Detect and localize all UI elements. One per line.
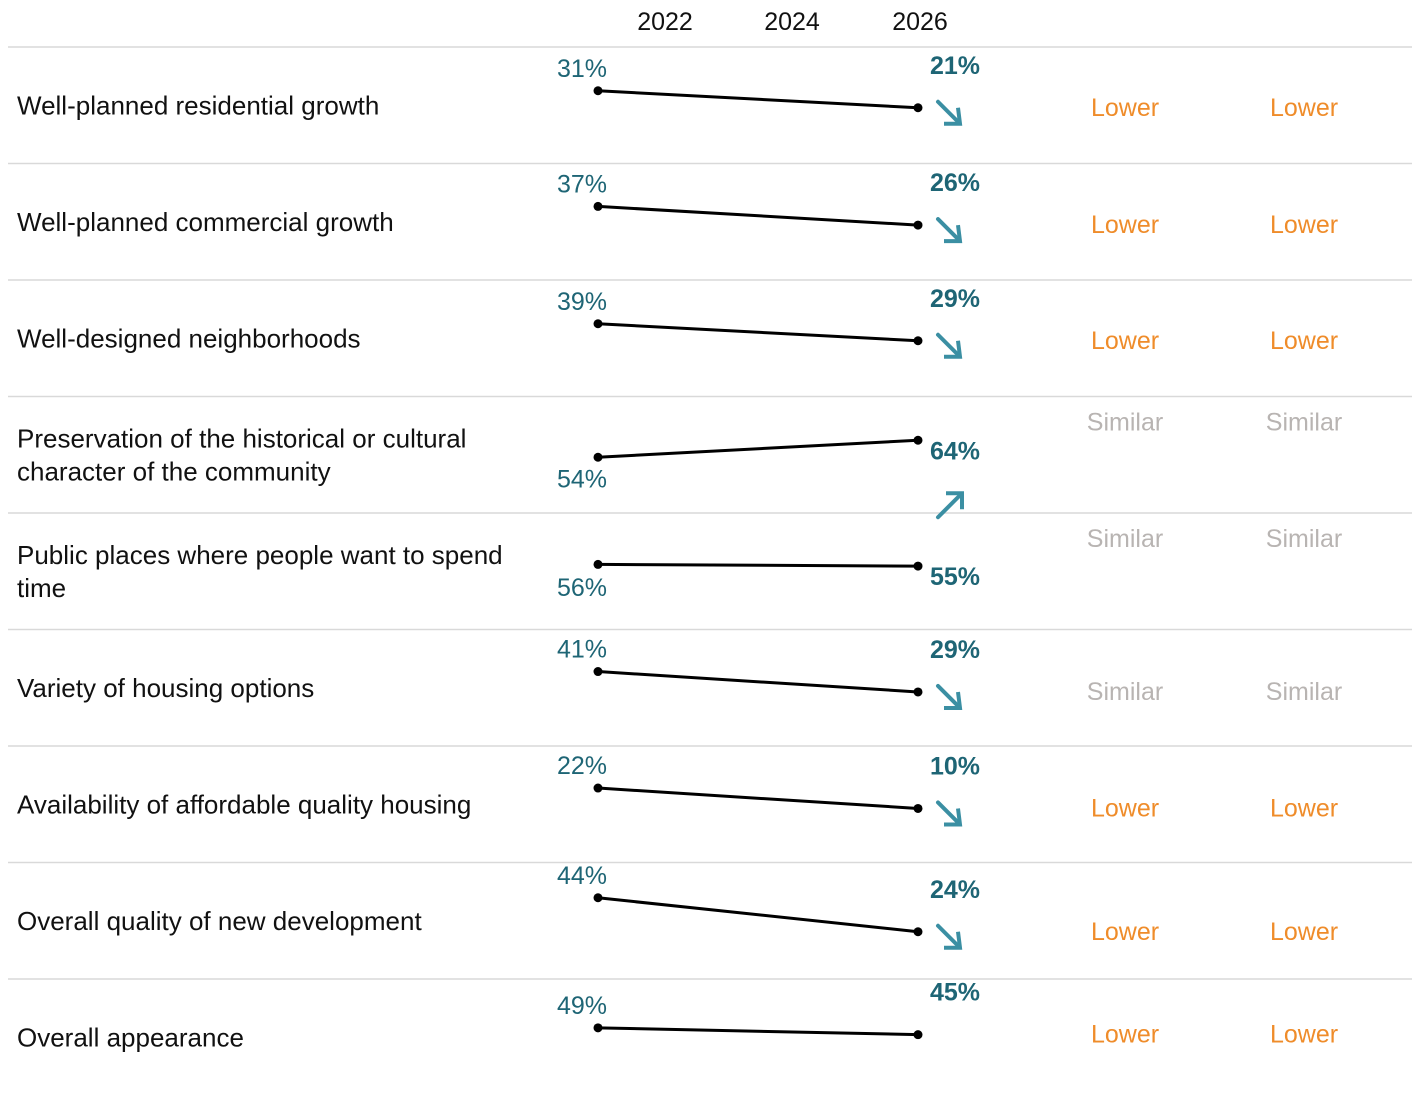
value-label-2022: 37%	[557, 170, 607, 198]
comparison-label-2: Similar	[1266, 678, 1342, 706]
point-2026	[913, 336, 923, 346]
point-2022	[593, 559, 603, 569]
point-2022	[593, 893, 603, 903]
row-label: Availability of affordable quality housi…	[17, 789, 471, 819]
comparison-label-1: Lower	[1091, 327, 1159, 355]
trend-down-arrow-icon	[936, 332, 960, 357]
point-2026	[913, 687, 923, 697]
slope-line	[597, 896, 919, 934]
point-2022	[593, 452, 603, 462]
slope-line	[597, 670, 919, 694]
point-2022	[593, 86, 603, 96]
slope-line	[597, 1026, 919, 1037]
point-2022	[593, 667, 603, 677]
trend-up-arrow-icon	[936, 493, 962, 520]
row-label: Well-designed neighborhoods	[17, 323, 361, 353]
trend-down-arrow-icon	[936, 683, 960, 708]
value-label-2022: 56%	[557, 574, 607, 602]
value-label-2022: 41%	[557, 636, 607, 664]
value-label-2022: 39%	[557, 288, 607, 316]
comparison-label-1: Similar	[1087, 409, 1163, 437]
point-2026	[913, 435, 923, 445]
comparison-label-1: Lower	[1091, 794, 1159, 822]
comparison-label-2: Lower	[1270, 918, 1338, 946]
year-tick-label: 2022	[637, 8, 693, 36]
comparison-label-2: Lower	[1270, 94, 1338, 122]
trend-down-arrow-icon	[936, 923, 960, 948]
slope-line	[597, 322, 919, 343]
point-2022	[593, 319, 603, 329]
trend-down-arrowhead-icon	[944, 691, 963, 710]
value-label-2022: 49%	[557, 992, 607, 1020]
row-label: Preservation of the historical or cultur…	[17, 423, 466, 486]
value-label-2026: 26%	[930, 169, 980, 197]
value-label-2026: 64%	[930, 437, 980, 465]
comparison-label-1: Lower	[1091, 211, 1159, 239]
point-2026	[913, 803, 923, 813]
row-label: Overall appearance	[17, 1022, 244, 1052]
value-label-2026: 45%	[930, 979, 980, 1007]
value-label-2026: 29%	[930, 285, 980, 313]
point-2026	[913, 927, 923, 937]
comparison-label-2: Similar	[1266, 525, 1342, 553]
comparison-label-2: Lower	[1270, 794, 1338, 822]
comparison-label-1: Similar	[1087, 678, 1163, 706]
value-label-2022: 31%	[557, 55, 607, 83]
comparison-label-2: Lower	[1270, 327, 1338, 355]
value-label-2026: 10%	[930, 752, 980, 780]
comparison-label-2: Lower	[1270, 211, 1338, 239]
value-label-2026: 24%	[930, 876, 980, 904]
slope-line	[597, 89, 919, 110]
trend-down-arrow-icon	[936, 800, 960, 825]
point-2026	[913, 103, 923, 113]
row-label: Variety of housing options	[17, 673, 314, 703]
row-label: Well-planned residential growth	[17, 90, 379, 120]
value-label-2026: 55%	[930, 563, 980, 591]
trend-down-arrowhead-icon	[944, 340, 963, 359]
trend-down-arrow-icon	[936, 99, 960, 124]
row-label: Overall quality of new development	[17, 906, 422, 936]
year-tick-label: 2026	[892, 8, 948, 36]
point-2026	[913, 561, 923, 571]
value-label-2022: 44%	[557, 862, 607, 890]
trend-up-arrowhead-icon	[946, 491, 964, 510]
value-label-2022: 22%	[557, 752, 607, 780]
row-label: Well-planned commercial growth	[17, 207, 394, 237]
comparison-label-1: Lower	[1091, 94, 1159, 122]
row-label: Public places where people want to spend…	[17, 540, 503, 603]
slope-line	[597, 786, 919, 810]
comparison-label-1: Similar	[1087, 525, 1163, 553]
year-tick-label: 2024	[764, 8, 820, 36]
comparison-label-2: Lower	[1270, 1021, 1338, 1049]
point-2022	[593, 783, 603, 793]
slope-line	[597, 438, 919, 459]
point-2026	[913, 1030, 923, 1040]
value-label-2026: 29%	[930, 636, 980, 664]
comparison-label-1: Lower	[1091, 918, 1159, 946]
trend-down-arrowhead-icon	[944, 224, 963, 244]
trend-down-arrow-icon	[936, 217, 960, 242]
trend-down-arrowhead-icon	[944, 107, 963, 126]
value-label-2022: 54%	[557, 465, 607, 493]
point-2026	[913, 220, 923, 230]
comparison-label-1: Lower	[1091, 1021, 1159, 1049]
trend-down-arrowhead-icon	[944, 808, 963, 827]
point-2022	[593, 1023, 603, 1033]
slope-line	[597, 204, 919, 227]
trend-down-arrowhead-icon	[944, 931, 963, 950]
slope-line	[597, 562, 919, 568]
comparison-label-2: Similar	[1266, 409, 1342, 437]
point-2022	[593, 201, 603, 211]
value-label-2026: 21%	[930, 52, 980, 80]
